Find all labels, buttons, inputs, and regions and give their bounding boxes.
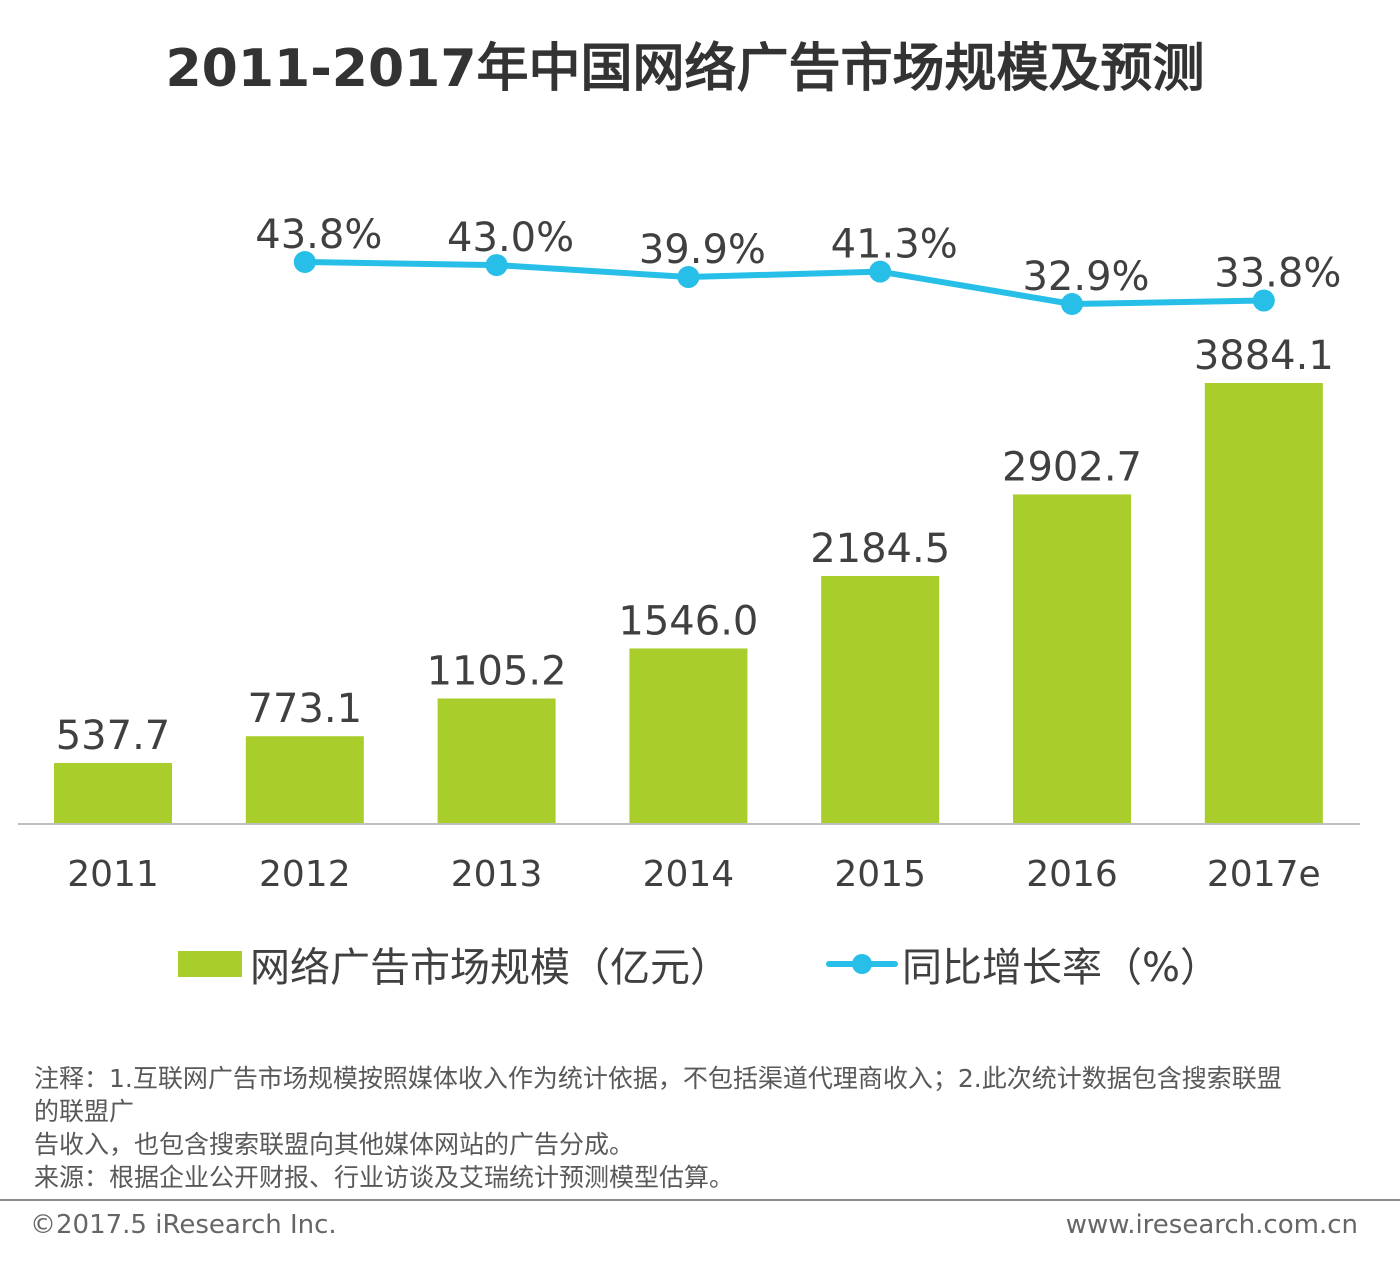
growth-value-label-2016: 32.9% bbox=[1022, 254, 1149, 300]
growth-point-2015 bbox=[869, 260, 892, 283]
growth-value-labels: 43.8% 43.0% 39.9% 41.3% 32.9% 33.8% bbox=[255, 212, 1341, 300]
x-tick-label-2013: 2013 bbox=[451, 854, 543, 895]
notes: 注释：1.互联网广告市场规模按照媒体收入作为统计依据，不包括渠道代理商收入；2.… bbox=[34, 1062, 1394, 1194]
legend-item-line: 同比增长率（%） bbox=[826, 935, 1220, 993]
x-tick-label-2016: 2016 bbox=[1026, 854, 1118, 895]
growth-point-2017e bbox=[1252, 289, 1275, 312]
x-tick-label-2012: 2012 bbox=[259, 854, 351, 895]
growth-value-label-2015: 41.3% bbox=[831, 222, 958, 268]
bar-value-label-2016: 2902.7 bbox=[1002, 444, 1142, 490]
bar-2014 bbox=[629, 648, 748, 824]
bar-2012 bbox=[245, 736, 364, 824]
x-tick-label-2014: 2014 bbox=[643, 854, 735, 895]
legend-bar-label: 网络广告市场规模（亿元） bbox=[250, 945, 730, 991]
bar-value-labels: 537.7 773.1 1105.2 1546.0 2184.5 2902.7 3884.1 bbox=[56, 333, 1334, 759]
bar-value-label-2011: 537.7 bbox=[56, 713, 171, 759]
growth-point-2013 bbox=[485, 254, 508, 277]
bar-2013 bbox=[437, 698, 556, 824]
copyright: ©2017.5 iResearch Inc. bbox=[30, 1210, 337, 1240]
footer-divider bbox=[0, 1199, 1400, 1201]
bar-2015 bbox=[821, 575, 940, 824]
website-link[interactable]: www.iresearch.com.cn bbox=[1065, 1210, 1358, 1240]
legend-line-label: 同比增长率（%） bbox=[902, 945, 1221, 991]
x-tick-labels: 2011 2012 2013 2014 2015 2016 2017e bbox=[67, 854, 1320, 895]
growth-point-2014 bbox=[677, 266, 700, 289]
x-tick-label-2017e: 2017e bbox=[1207, 854, 1321, 895]
bar-2017e bbox=[1204, 383, 1323, 824]
growth-value-label-2017e: 33.8% bbox=[1214, 251, 1341, 297]
legend-bar-swatch bbox=[178, 951, 242, 977]
legend-item-bar: 网络广告市场规模（亿元） bbox=[178, 935, 730, 993]
bar-2011 bbox=[54, 762, 172, 824]
note-line-3: 告收入，也包含搜索联盟向其他媒体网站的广告分成。 bbox=[34, 1130, 635, 1159]
growth-point-2016 bbox=[1061, 293, 1083, 315]
growth-value-label-2012: 43.8% bbox=[255, 212, 382, 258]
growth-point-2012 bbox=[293, 251, 316, 273]
bar-2016 bbox=[1013, 494, 1131, 824]
bar-value-label-2013: 1105.2 bbox=[427, 649, 567, 695]
bar-value-label-2012: 773.1 bbox=[248, 686, 363, 732]
growth-value-label-2013: 43.0% bbox=[447, 215, 574, 261]
legend-line-swatch bbox=[826, 949, 898, 979]
source-line: 来源：根据企业公开财报、行业访谈及艾瑞统计预测模型估算。 bbox=[34, 1163, 735, 1192]
bars-layer bbox=[54, 383, 1323, 824]
x-tick-label-2015: 2015 bbox=[834, 854, 926, 895]
bar-value-label-2014: 1546.0 bbox=[618, 598, 758, 644]
growth-line-layer bbox=[293, 251, 1275, 315]
bar-value-label-2017e: 3884.1 bbox=[1194, 333, 1334, 379]
note-line-1: 注释：1.互联网广告市场规模按照媒体收入作为统计依据，不包括渠道代理商收入；2.… bbox=[34, 1064, 1282, 1093]
growth-value-label-2014: 39.9% bbox=[639, 227, 766, 273]
note-line-2: 的联盟广 bbox=[34, 1097, 135, 1126]
bar-value-label-2015: 2184.5 bbox=[810, 526, 950, 572]
chart-title: 2011-2017年中国网络广告市场规模及预测 bbox=[165, 39, 1205, 99]
x-tick-label-2011: 2011 bbox=[67, 854, 159, 895]
growth-line bbox=[304, 259, 1264, 307]
